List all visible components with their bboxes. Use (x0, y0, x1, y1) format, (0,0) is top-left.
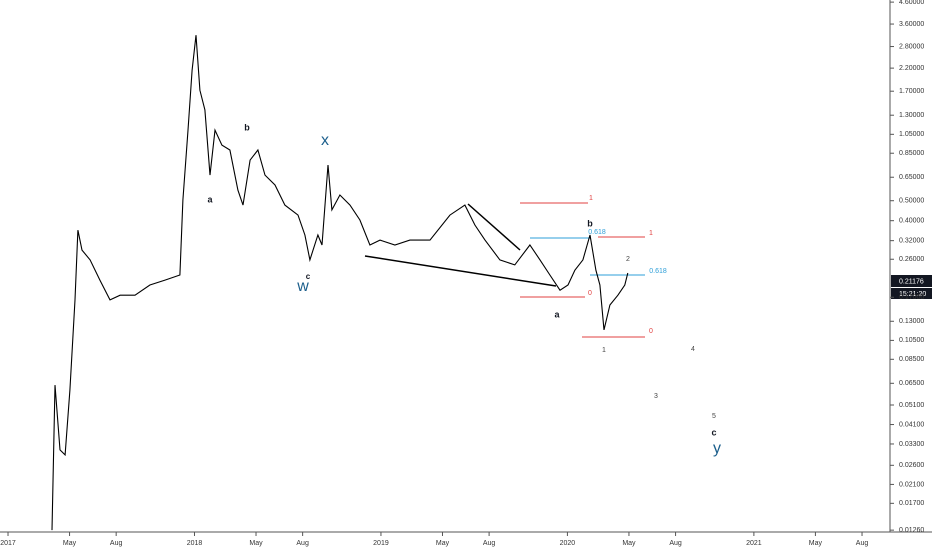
x-tick-label: May (809, 540, 823, 547)
wave-label: 4 (691, 346, 695, 353)
x-tick-label: May (249, 540, 263, 547)
wave-label: b (244, 122, 250, 132)
countdown: 15:21:20 (899, 291, 926, 298)
y-tick-label: 0.05100 (899, 402, 924, 409)
y-tick-label: 1.70000 (899, 88, 924, 95)
wave-label: a (554, 309, 560, 319)
y-tick-label: 2.20000 (899, 65, 924, 72)
y-tick-label: 0.06500 (899, 380, 924, 387)
wave-label: c (711, 427, 716, 437)
y-tick-label: 0.65000 (899, 174, 924, 181)
wave-label: w (296, 278, 309, 295)
y-tick-label: 0.32000 (899, 238, 924, 245)
y-tick-label: 0.08500 (899, 356, 924, 363)
y-tick-label: 0.85000 (899, 150, 924, 157)
y-tick-label: 0.01700 (899, 500, 924, 507)
x-tick-label: 2019 (373, 540, 389, 547)
x-tick-label: Aug (483, 540, 496, 547)
wave-label: c (306, 272, 311, 281)
y-tick-label: 0.40000 (899, 218, 924, 225)
last-price: 0.21176 (899, 278, 924, 285)
wave-label: 0.618 (588, 229, 606, 236)
wave-label: 1 (602, 347, 606, 354)
y-tick-label: 1.30000 (899, 112, 924, 119)
x-tick-label: 2018 (187, 540, 203, 547)
y-tick-label: 0.02600 (899, 462, 924, 469)
x-tick-label: May (436, 540, 450, 547)
y-tick-label: 0.10500 (899, 337, 924, 344)
y-tick-label: 1.05000 (899, 131, 924, 138)
drawings (364, 202, 645, 338)
y-tick-label: 0.17000 (899, 294, 924, 301)
wave-label: 2 (626, 256, 630, 263)
x-tick-label: Aug (856, 540, 869, 547)
trendline (364, 255, 557, 287)
trendline (467, 203, 521, 251)
wave-label: b (587, 218, 593, 228)
x-tick-label: Aug (110, 540, 123, 547)
countdown-box (891, 288, 932, 299)
wave-label: y (713, 440, 721, 457)
wave-label: a (207, 194, 213, 204)
price-line (51, 35, 629, 531)
x-tick-label: Aug (669, 540, 682, 547)
y-tick-label: 0.13000 (899, 318, 924, 325)
x-tick-label: 2017 (0, 540, 16, 547)
y-tick-label: 0.26000 (899, 256, 924, 263)
y-tick-label: 0.03300 (899, 441, 924, 448)
y-tick-label: 0.50000 (899, 198, 924, 205)
last-price-box (891, 275, 932, 287)
y-tick-label: 0.02100 (899, 481, 924, 488)
wave-label: 1 (649, 230, 653, 237)
wave-label: 1 (589, 195, 593, 202)
y-tick-label: 3.60000 (899, 21, 924, 28)
y-tick-label: 4.60000 (899, 0, 924, 6)
x-tick-label: 2020 (560, 540, 576, 547)
x-tick-label: May (622, 540, 636, 547)
y-tick-label: 0.01260 (899, 527, 924, 534)
wave-label: 0 (649, 328, 653, 335)
wave-label: x (321, 132, 329, 149)
x-tick-label: May (63, 540, 77, 547)
y-tick-label: 0.04100 (899, 421, 924, 428)
wave-label: 0 (588, 290, 592, 297)
x-tick-label: Aug (296, 540, 309, 547)
wave-label: 5 (712, 413, 716, 420)
y-tick-label: 2.80000 (899, 43, 924, 50)
wave-label: 0.618 (649, 268, 667, 275)
wave-label: 3 (654, 393, 658, 400)
x-tick-label: 2021 (746, 540, 762, 547)
